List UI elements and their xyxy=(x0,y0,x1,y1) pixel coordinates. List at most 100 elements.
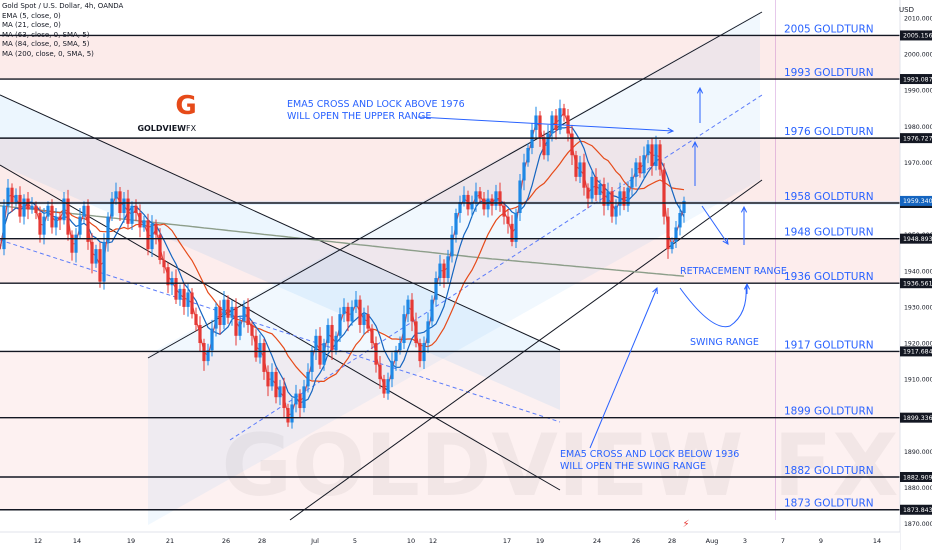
candle-body xyxy=(558,108,562,130)
candle-body xyxy=(366,314,370,329)
candle-body xyxy=(106,216,110,242)
level-price-tag-bg xyxy=(900,412,932,423)
arrow-up-2005-head xyxy=(696,86,704,94)
candle-body xyxy=(134,205,138,213)
time-tick: 5 xyxy=(353,537,357,545)
candle-body xyxy=(234,306,238,336)
indicator-ma200[interactable]: MA (200, close, 0, SMA, 5) xyxy=(2,49,94,58)
level-price-tag-bg xyxy=(900,278,932,289)
candle-body xyxy=(370,328,374,344)
candle-body xyxy=(474,191,478,203)
time-tick: 28 xyxy=(258,537,266,545)
arrow-down-1948-head xyxy=(722,237,729,245)
candle-body xyxy=(214,306,218,329)
price-tick: 1880.000 xyxy=(904,485,932,492)
candle-body xyxy=(82,205,86,217)
candle-body xyxy=(254,335,258,358)
candle-body xyxy=(450,234,454,257)
annotation-lower-line1: EMA5 CROSS AND LOCK BELOW 1936 xyxy=(560,449,739,460)
candle-body xyxy=(2,205,6,250)
candle-body xyxy=(446,256,450,279)
ascending-channel-mid xyxy=(229,94,763,441)
ma63-line xyxy=(0,140,685,382)
annotation-lower-line2: WILL OPEN THE SWING RANGE xyxy=(560,461,706,472)
candle-body xyxy=(262,343,266,372)
price-tick: 1920.000 xyxy=(904,341,932,348)
indicator-ema5[interactable]: EMA (5, close, 0) xyxy=(2,11,61,20)
indicator-ma21[interactable]: MA (21, close, 0) xyxy=(2,21,61,30)
candle-body xyxy=(18,194,22,217)
candle-body xyxy=(458,202,462,213)
level-price-tag: 1976.727 xyxy=(903,135,932,142)
candle-body xyxy=(594,176,598,195)
level-price-tag: 1936.561 xyxy=(903,281,932,288)
candle-body xyxy=(578,162,582,177)
candle-body xyxy=(178,288,182,300)
price-tick: 2010.000 xyxy=(904,15,932,22)
candle-body xyxy=(110,198,114,217)
candle-body xyxy=(162,259,166,268)
candle-body xyxy=(298,393,302,409)
candle-body xyxy=(322,343,326,365)
lightning-icon: ⚡ xyxy=(682,519,689,530)
currency-label[interactable]: USD xyxy=(899,6,914,14)
descending-channel-mid xyxy=(0,239,561,423)
candle-body xyxy=(78,216,82,235)
price-axis: 1870.0001880.0001890.0001900.0001910.000… xyxy=(899,0,932,550)
time-tick: 17 xyxy=(503,537,511,545)
level-price-tag: 2005.156 xyxy=(903,33,932,40)
swing-curve-head-head xyxy=(743,282,751,290)
zone-1976-1958 xyxy=(0,138,900,203)
candle-body xyxy=(62,198,66,221)
candle-body xyxy=(310,350,314,372)
candle-body xyxy=(630,176,634,188)
candle-body xyxy=(430,299,434,322)
candle-body xyxy=(222,299,226,325)
zone-1948-1936 xyxy=(0,238,900,284)
price-tick: 1890.000 xyxy=(904,449,932,456)
candle-body xyxy=(482,198,486,210)
last-price-tag-bg xyxy=(900,195,932,206)
time-tick: 19 xyxy=(127,537,135,545)
time-tick: 9 xyxy=(819,537,823,545)
candle-body xyxy=(606,191,610,206)
candle-body xyxy=(530,129,534,148)
price-tick: 1870.000 xyxy=(904,521,932,528)
candle-body xyxy=(410,299,414,322)
candle-body xyxy=(126,198,130,224)
candle-body xyxy=(382,379,386,394)
candle-body xyxy=(566,115,570,134)
goldview-logo: G GOLDVIEW FX xyxy=(137,91,196,133)
candle-body xyxy=(574,155,578,177)
swing-curve xyxy=(679,285,747,328)
candle-body xyxy=(666,216,670,250)
price-tick: 1990.000 xyxy=(904,88,932,95)
level-price-tag-bg xyxy=(900,30,932,41)
candle-body xyxy=(526,147,530,163)
candle-body xyxy=(522,162,526,181)
candle-body xyxy=(330,324,334,351)
indicator-ma84[interactable]: MA (84, close, 0, SMA, 5) xyxy=(2,40,90,49)
time-axis-bg xyxy=(0,532,900,550)
level-price-tag-bg xyxy=(900,346,932,357)
indicator-ma63[interactable]: MA (63, close, 0, SMA, 5) xyxy=(2,30,90,39)
candle-body xyxy=(506,216,510,224)
level-price-tag-bg xyxy=(900,74,932,85)
candle-body xyxy=(286,408,290,423)
candle-body xyxy=(662,169,666,217)
candle-body xyxy=(646,144,650,156)
candle-body xyxy=(38,212,42,235)
level-price-tag: 1917.684 xyxy=(903,349,932,356)
candle-body xyxy=(58,216,62,221)
candle-body xyxy=(546,133,550,156)
candle-body xyxy=(542,137,546,156)
symbol-title[interactable]: Gold Spot / U.S. Dollar, 4h, OANDA xyxy=(2,2,124,10)
candle-body xyxy=(86,205,90,242)
annotation-swing: SWING RANGE xyxy=(690,337,759,348)
ascending-channel-top xyxy=(147,11,763,359)
price-tick: 1980.000 xyxy=(904,124,932,131)
candle-body xyxy=(490,198,494,206)
arrow-to-1936 xyxy=(589,287,658,449)
candle-body xyxy=(314,335,318,351)
